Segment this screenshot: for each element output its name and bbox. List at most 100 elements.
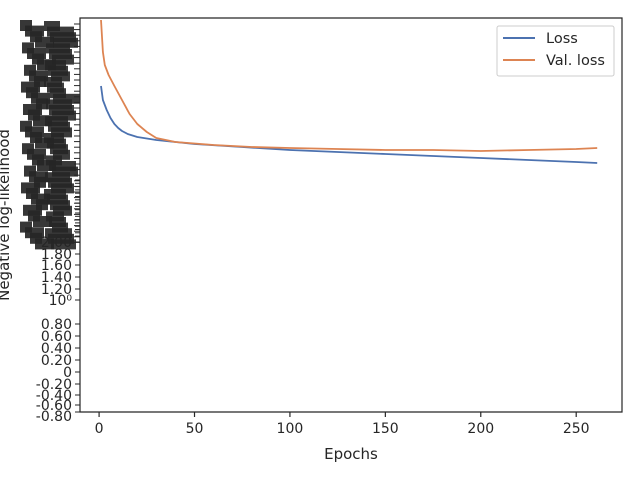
y-tick-label-garble <box>21 182 40 194</box>
y-tick-label-garble <box>46 43 70 54</box>
y-tick-label-garble <box>44 77 62 87</box>
y-tick-label-garble <box>34 176 46 188</box>
y-tick-label-garble <box>50 144 68 155</box>
y-tick-label-garble <box>25 25 44 37</box>
y-tick-label: 0 <box>63 365 72 381</box>
x-tick-label: 50 <box>186 421 204 437</box>
x-tick-label: 100 <box>277 421 304 437</box>
y-tick-label-garble <box>44 189 66 199</box>
y-tick-label-garble <box>24 165 36 177</box>
y-tick-label-garble <box>36 98 48 110</box>
y-axis-title: Negative log-likelihood <box>0 129 13 301</box>
y-tick-label-garble <box>32 53 44 65</box>
y-tick-label-garble <box>26 188 38 199</box>
y-tick-label-garble <box>25 126 44 138</box>
y-tick-label-garble <box>44 21 60 31</box>
y-tick-label-garble <box>31 92 50 104</box>
y-tick-label: 2.00 <box>41 235 72 251</box>
y-tick-label-garble <box>21 81 40 93</box>
y-tick-label-garble <box>29 171 48 183</box>
y-tick-label-garble <box>35 36 54 48</box>
y-tick-label-garble <box>45 228 72 239</box>
legend-label-loss: Loss <box>546 31 578 47</box>
y-tick-label-garble <box>52 54 74 65</box>
y-tick-label-garble <box>20 221 32 233</box>
y-tick-label: 10⁰ <box>49 293 73 309</box>
y-tick-label-garble <box>36 199 48 211</box>
y-tick-label-garble <box>50 200 70 211</box>
y-tick-label: 0.40 <box>41 341 72 357</box>
y-tick-label-garble <box>31 193 50 205</box>
y-tick-label-garble <box>26 87 38 99</box>
y-tick-label: 0.60 <box>41 329 72 345</box>
y-tick-label-garble <box>51 127 72 138</box>
y-tick-label-garble <box>29 70 48 82</box>
y-tick-label-garble <box>49 49 72 59</box>
x-tick-label: 0 <box>95 421 104 437</box>
y-tick-label-garble <box>34 76 46 87</box>
y-tick-label: -0.80 <box>36 409 72 425</box>
y-tick-label-garble <box>37 160 56 171</box>
y-tick-label-garble <box>24 64 36 76</box>
y-tick-label-garble <box>48 65 68 76</box>
y-tick-label-garble <box>49 161 76 171</box>
y-tick-label-garble <box>52 166 78 177</box>
y-tick-label-garble <box>23 204 42 216</box>
y-tick-label-garble <box>51 183 74 194</box>
y-tick-label: 1.20 <box>41 282 72 298</box>
y-tick-label-garble <box>52 110 76 121</box>
y-tick-label-garble <box>33 216 52 227</box>
x-axis-title: Epochs <box>324 445 378 463</box>
y-tick-label: 1.80 <box>41 247 72 263</box>
y-tick-label-garble <box>51 71 70 82</box>
y-tick-label-garble <box>22 42 34 54</box>
y-tick-label-garble <box>48 233 74 244</box>
y-tick-label-garble <box>53 205 72 216</box>
y-tick-label-garble <box>20 20 32 31</box>
y-tick-label-garble <box>30 132 42 143</box>
y-tick-label: -0.40 <box>36 388 72 404</box>
y-tick-label-garble <box>32 154 44 166</box>
y-tick-label-garble <box>35 137 54 149</box>
x-tick-labels: 0 50 100 150 200 250 <box>95 412 590 437</box>
y-tick-label-garble <box>35 238 54 250</box>
y-tick-label-garble <box>45 116 68 127</box>
y-tick-label-garble <box>33 115 52 127</box>
series-line-loss <box>100 85 598 164</box>
y-tick-label: 1.60 <box>41 258 72 274</box>
y-tick-label-garble <box>49 217 66 227</box>
y-tick-label-garble <box>45 172 70 183</box>
x-tick-label: 150 <box>372 421 399 437</box>
y-tick-label-garble <box>30 31 42 43</box>
y-tick-label-garble <box>51 239 76 250</box>
y-tick-label-garble <box>50 88 66 99</box>
y-tick-label-garble <box>28 109 40 121</box>
y-tick-label-garble <box>28 210 40 222</box>
y-tick-label-garble <box>53 93 80 104</box>
x-tick-label: 200 <box>467 421 494 437</box>
y-tick-labels: 10⁰ 0.800.600.400.200-0.20-0.40-0.60-0.80… <box>36 235 80 425</box>
y-tick-label-garble <box>53 37 78 48</box>
y-tick-label: 1.40 <box>41 270 72 286</box>
y-tick-label-garble <box>30 232 42 244</box>
series-line-val-loss <box>100 19 598 152</box>
legend-label-val-loss: Val. loss <box>546 53 605 69</box>
legend: Loss Val. loss <box>496 25 615 77</box>
y-tick-label: 0.20 <box>41 353 72 369</box>
y-tick-label-garble <box>48 121 70 132</box>
y-tick-label-garble <box>50 32 76 43</box>
y-tick-label-garble <box>23 104 42 115</box>
y-tick-label-garble <box>52 222 68 233</box>
y-tick-label-garble <box>45 60 66 71</box>
y-tick-label: -0.60 <box>36 398 72 414</box>
y-tick-label: -0.20 <box>36 377 72 393</box>
y-tick-label-garble <box>22 143 34 155</box>
y-tick-label-garble <box>49 105 74 115</box>
y-tick-label-garble <box>47 26 74 37</box>
axes-frame <box>79 17 623 413</box>
y-tick-label-overlap-region <box>20 20 80 250</box>
y-tick-label-garble <box>53 149 70 160</box>
series-layer <box>100 19 598 164</box>
y-tick-label-garble <box>47 82 64 93</box>
